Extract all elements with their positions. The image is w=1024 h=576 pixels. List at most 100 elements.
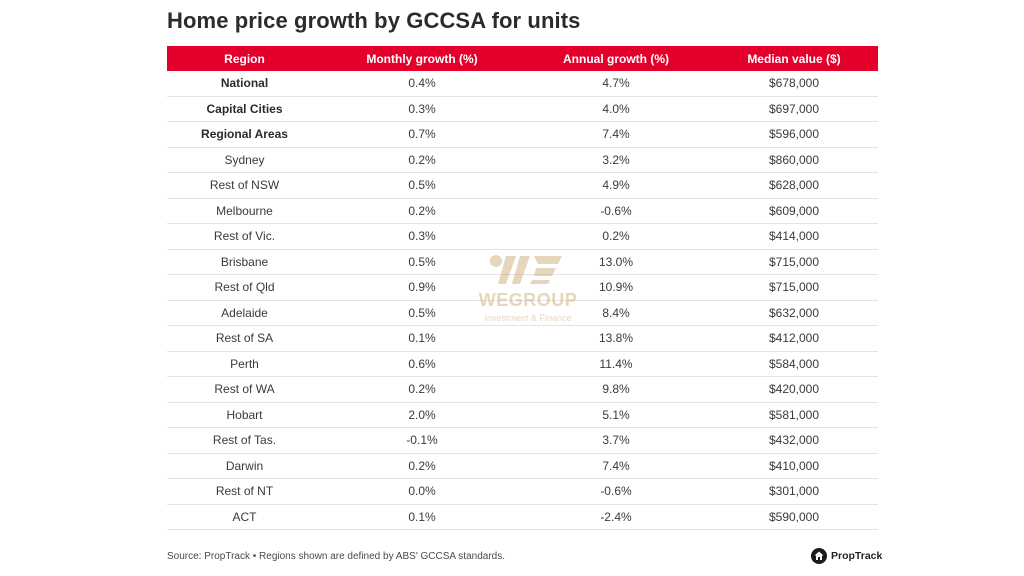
table-row: Sydney 0.2% 3.2% $860,000 (167, 147, 878, 173)
table-row: Rest of NSW 0.5% 4.9% $628,000 (167, 172, 878, 199)
cell-monthly-growth: 0.1% (322, 325, 522, 352)
cell-region: ACT (167, 504, 322, 530)
cell-median-value: $581,000 (710, 402, 878, 428)
cell-monthly-growth: 0.5% (322, 249, 522, 275)
cell-region: Rest of NT (167, 478, 322, 505)
table-row: Brisbane 0.5% 13.0% $715,000 (167, 249, 878, 275)
proptrack-house-icon (811, 548, 827, 564)
table-body: National 0.4% 4.7% $678,000 Capital Cities 0.… (167, 71, 878, 530)
cell-median-value: $715,000 (710, 249, 878, 275)
table-row: Adelaide 0.5% 8.4% $632,000 (167, 300, 878, 326)
table-row: ACT 0.1% -2.4% $590,000 (167, 504, 878, 530)
cell-monthly-growth: -0.1% (322, 427, 522, 454)
cell-monthly-growth: 0.2% (322, 147, 522, 173)
cell-region: Perth (167, 351, 322, 377)
cell-monthly-growth: 0.5% (322, 300, 522, 326)
cell-monthly-growth: 0.2% (322, 376, 522, 403)
cell-region: Rest of NSW (167, 172, 322, 199)
cell-annual-growth: 13.8% (522, 325, 710, 352)
cell-monthly-growth: 0.9% (322, 274, 522, 301)
table-row: Regional Areas 0.7% 7.4% $596,000 (167, 121, 878, 148)
proptrack-logo-text: PropTrack (831, 550, 883, 562)
cell-monthly-growth: 0.0% (322, 478, 522, 505)
cell-monthly-growth: 0.3% (322, 96, 522, 122)
cell-annual-growth: 0.2% (522, 223, 710, 250)
cell-median-value: $414,000 (710, 223, 878, 250)
table-row: Rest of WA 0.2% 9.8% $420,000 (167, 376, 878, 403)
growth-table: Region Monthly growth (%) Annual growth … (167, 46, 878, 530)
cell-region: National (167, 71, 322, 97)
cell-median-value: $412,000 (710, 325, 878, 352)
table-row: Rest of Vic. 0.3% 0.2% $414,000 (167, 223, 878, 250)
table-row: Hobart 2.0% 5.1% $581,000 (167, 402, 878, 428)
cell-annual-growth: 9.8% (522, 376, 710, 403)
table-header-row: Region Monthly growth (%) Annual growth … (167, 46, 878, 71)
cell-region: Regional Areas (167, 121, 322, 148)
cell-annual-growth: -0.6% (522, 198, 710, 224)
cell-region: Rest of SA (167, 325, 322, 352)
cell-region: Capital Cities (167, 96, 322, 122)
cell-median-value: $609,000 (710, 198, 878, 224)
cell-region: Rest of WA (167, 376, 322, 403)
cell-median-value: $860,000 (710, 147, 878, 173)
cell-median-value: $590,000 (710, 504, 878, 530)
cell-region: Sydney (167, 147, 322, 173)
cell-median-value: $678,000 (710, 71, 878, 97)
cell-annual-growth: 4.0% (522, 96, 710, 122)
cell-region: Darwin (167, 453, 322, 479)
cell-annual-growth: 4.7% (522, 71, 710, 97)
column-header-median-value: Median value ($) (710, 46, 878, 71)
cell-region: Hobart (167, 402, 322, 428)
cell-annual-growth: 10.9% (522, 274, 710, 301)
cell-annual-growth: -2.4% (522, 504, 710, 530)
cell-region: Adelaide (167, 300, 322, 326)
cell-region: Brisbane (167, 249, 322, 275)
cell-median-value: $420,000 (710, 376, 878, 403)
table-row: Rest of Qld 0.9% 10.9% $715,000 (167, 274, 878, 301)
cell-monthly-growth: 0.6% (322, 351, 522, 377)
source-footnote: Source: PropTrack • Regions shown are de… (167, 551, 505, 562)
cell-monthly-growth: 2.0% (322, 402, 522, 428)
cell-monthly-growth: 0.7% (322, 121, 522, 148)
cell-monthly-growth: 0.4% (322, 71, 522, 97)
cell-monthly-growth: 0.5% (322, 172, 522, 199)
column-header-monthly-growth: Monthly growth (%) (322, 46, 522, 71)
cell-region: Rest of Vic. (167, 223, 322, 250)
table-row: Capital Cities 0.3% 4.0% $697,000 (167, 96, 878, 122)
proptrack-logo: PropTrack (811, 546, 882, 566)
cell-annual-growth: 7.4% (522, 453, 710, 479)
cell-annual-growth: 11.4% (522, 351, 710, 377)
table-row: Rest of SA 0.1% 13.8% $412,000 (167, 325, 878, 352)
cell-monthly-growth: 0.2% (322, 198, 522, 224)
table-row: Melbourne 0.2% -0.6% $609,000 (167, 198, 878, 224)
page-title: Home price growth by GCCSA for units (167, 8, 581, 33)
table-row: Darwin 0.2% 7.4% $410,000 (167, 453, 878, 479)
column-header-annual-growth: Annual growth (%) (522, 46, 710, 71)
table-row: Rest of NT 0.0% -0.6% $301,000 (167, 478, 878, 505)
cell-median-value: $410,000 (710, 453, 878, 479)
data-table-container: Region Monthly growth (%) Annual growth … (167, 46, 878, 530)
cell-region: Rest of Tas. (167, 427, 322, 454)
cell-annual-growth: 5.1% (522, 402, 710, 428)
cell-annual-growth: 3.7% (522, 427, 710, 454)
cell-median-value: $697,000 (710, 96, 878, 122)
cell-median-value: $596,000 (710, 121, 878, 148)
table-row: Perth 0.6% 11.4% $584,000 (167, 351, 878, 377)
cell-annual-growth: 8.4% (522, 300, 710, 326)
cell-annual-growth: 3.2% (522, 147, 710, 173)
cell-median-value: $584,000 (710, 351, 878, 377)
cell-annual-growth: 4.9% (522, 172, 710, 199)
cell-median-value: $715,000 (710, 274, 878, 301)
cell-region: Rest of Qld (167, 274, 322, 301)
cell-median-value: $301,000 (710, 478, 878, 505)
table-row: National 0.4% 4.7% $678,000 (167, 71, 878, 97)
cell-monthly-growth: 0.2% (322, 453, 522, 479)
cell-annual-growth: 7.4% (522, 121, 710, 148)
cell-median-value: $628,000 (710, 172, 878, 199)
cell-monthly-growth: 0.1% (322, 504, 522, 530)
cell-monthly-growth: 0.3% (322, 223, 522, 250)
cell-region: Melbourne (167, 198, 322, 224)
cell-median-value: $632,000 (710, 300, 878, 326)
table-row: Rest of Tas. -0.1% 3.7% $432,000 (167, 427, 878, 454)
cell-annual-growth: -0.6% (522, 478, 710, 505)
